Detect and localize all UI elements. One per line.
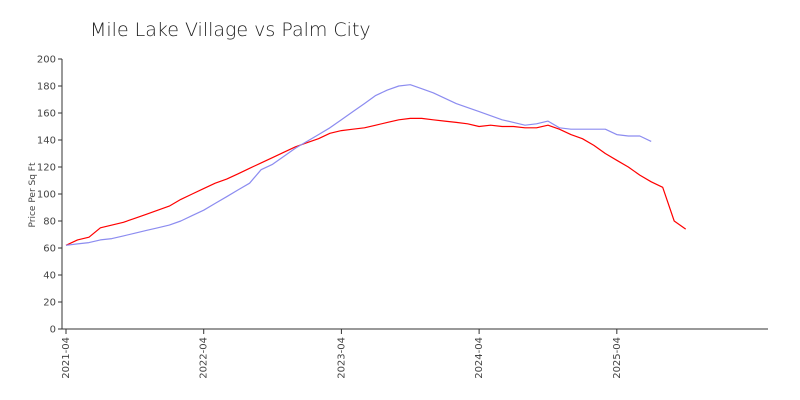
axis-ticks: 0 20 40 60 80 100 120 140 160 180 200 2021-04 2022-0…	[37, 55, 623, 379]
y-tick-label: 200	[37, 55, 56, 66]
y-tick-label: 120	[37, 163, 56, 174]
y-tick-label: 40	[43, 271, 56, 282]
x-tick-label: 2023-04	[336, 337, 347, 379]
y-tick-label: 20	[43, 298, 56, 309]
y-tick-label: 80	[43, 217, 56, 228]
x-tick-label: 2022-04	[199, 337, 210, 379]
y-tick-label: 140	[37, 136, 56, 147]
x-tick-label: 2021-04	[61, 337, 72, 379]
x-tick-label: 2024-04	[474, 337, 485, 379]
y-tick-label: 60	[43, 244, 56, 255]
x-tick-label: 2025-04	[612, 337, 623, 379]
y-tick-label: 160	[37, 109, 56, 120]
chart-title: Mile Lake Village vs Palm City	[90, 19, 371, 41]
y-tick-label: 0	[50, 325, 56, 336]
series-lines	[65, 84, 687, 246]
y-axis-label: Price Per Sq Ft	[28, 162, 38, 227]
y-tick-label: 100	[37, 190, 56, 201]
series-line	[65, 117, 687, 246]
series-line	[65, 84, 652, 246]
y-tick-label: 180	[37, 82, 56, 93]
